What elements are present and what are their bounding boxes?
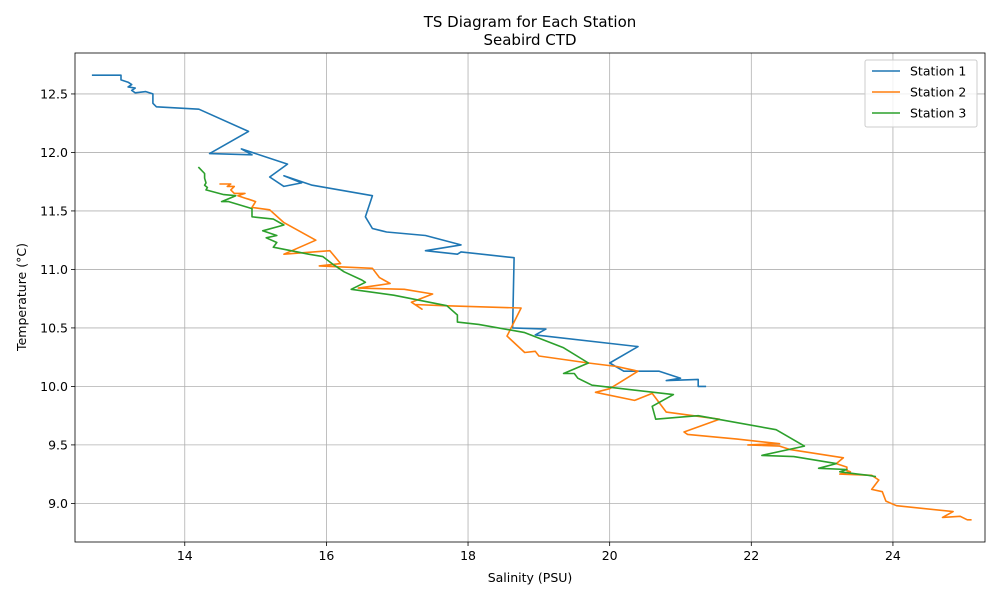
series-line-station-3 [197,166,877,478]
x-tick-label: 22 [743,548,759,563]
x-tick-label: 18 [460,548,476,563]
chart-title: TS Diagram for Each Station [423,13,637,31]
x-tick-label: 14 [177,548,193,563]
legend: Station 1 Station 2 Station 3 [864,59,978,128]
y-axis-ticks: 9.0 9.5 10.0 10.5 11.0 11.5 12.0 12.5 [40,86,75,511]
grid-lines [75,53,985,542]
legend-box [864,59,978,128]
chart-subtitle: Seabird CTD [483,31,576,49]
y-axis-label: Temperature (°C) [14,243,29,352]
y-tick-label: 12.0 [40,145,68,160]
y-tick-label: 10.5 [40,320,68,335]
y-tick-label: 10.0 [40,379,68,394]
x-axis-ticks: 14 16 18 20 22 24 [177,542,901,563]
x-tick-label: 20 [602,548,618,563]
legend-label-station-3: Station 3 [910,106,966,121]
x-tick-label: 16 [318,548,334,563]
y-tick-label: 9.0 [48,496,68,511]
series-line-station-2 [219,183,972,521]
y-tick-label: 11.0 [40,262,68,277]
series-lines [91,74,972,521]
plot-frame [74,52,986,543]
legend-label-station-1: Station 1 [910,64,966,79]
y-tick-label: 11.5 [40,203,68,218]
legend-label-station-2: Station 2 [910,85,966,100]
y-tick-label: 12.5 [40,86,68,101]
x-axis-label: Salinity (PSU) [488,570,573,585]
series-line-station-1 [91,74,707,388]
y-tick-label: 9.5 [48,437,68,452]
x-tick-label: 24 [885,548,901,563]
